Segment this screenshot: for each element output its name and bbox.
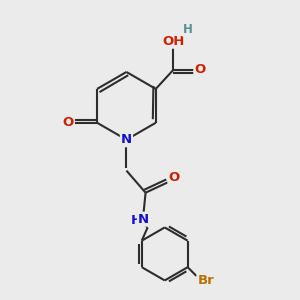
- Text: O: O: [194, 63, 206, 76]
- Text: O: O: [63, 116, 74, 129]
- Text: N: N: [121, 133, 132, 146]
- Text: O: O: [169, 172, 180, 184]
- Text: Br: Br: [198, 274, 214, 287]
- Text: H: H: [183, 23, 193, 36]
- Text: N: N: [138, 213, 149, 226]
- Text: OH: OH: [162, 35, 184, 48]
- Text: H: H: [130, 214, 141, 227]
